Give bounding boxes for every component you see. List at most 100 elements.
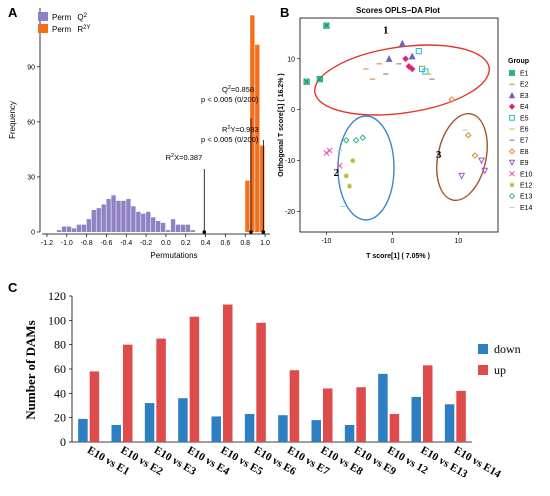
x-tick-label: 0.8 bbox=[240, 240, 250, 247]
score-point-e1 bbox=[316, 76, 323, 83]
histogram-bar bbox=[111, 195, 116, 232]
y-tick-label: 10 bbox=[287, 56, 295, 63]
q2-pvalue: p < 0.005 (0/200) bbox=[201, 95, 259, 104]
x-tick-label: 10 bbox=[455, 238, 463, 245]
y-tick-label: -10 bbox=[285, 158, 295, 165]
score-point-e8 bbox=[448, 96, 456, 103]
legend-label-e12: E12 bbox=[520, 183, 533, 190]
dams-bars bbox=[78, 304, 466, 442]
dams-bar-down bbox=[244, 414, 255, 442]
dams-bar-down bbox=[111, 424, 121, 442]
legend-marker-e9 bbox=[508, 159, 516, 167]
histogram-legend: Perm Q2 Perm R2Y bbox=[38, 12, 90, 34]
legend-marker-e3 bbox=[508, 91, 516, 99]
dams-bar-down bbox=[311, 420, 321, 442]
y-tick-label: 30 bbox=[27, 174, 35, 181]
dams-bar-up bbox=[356, 387, 366, 442]
legend-label-e4: E4 bbox=[520, 104, 529, 111]
legend-label-up: up bbox=[494, 363, 506, 377]
x-tick-label: 0.2 bbox=[181, 240, 191, 247]
histogram-bars bbox=[56, 15, 265, 232]
legend-swatch-up bbox=[478, 365, 488, 375]
dams-bar-down bbox=[178, 398, 188, 442]
y-tick-label: 0 bbox=[31, 230, 35, 237]
x-tick-label: 0.6 bbox=[221, 240, 231, 247]
x-tick-label: -0.2 bbox=[140, 240, 152, 247]
x-tick-label: -1.2 bbox=[41, 240, 53, 247]
y-tick-label: 80 bbox=[54, 338, 66, 352]
legend-marker-e1 bbox=[509, 70, 515, 76]
score-point-e3 bbox=[408, 52, 416, 60]
score-point-e1 bbox=[323, 22, 330, 29]
r2y-annotation: R2Y=0.983 bbox=[222, 125, 259, 134]
histogram-bar bbox=[61, 226, 67, 232]
legend-label-e13: E13 bbox=[520, 194, 533, 201]
histogram-bar bbox=[96, 208, 101, 232]
legend-label-e2: E2 bbox=[520, 82, 529, 89]
legend-label-e8: E8 bbox=[520, 149, 529, 156]
histogram-bar bbox=[76, 224, 82, 232]
score-plot-xlabel: T score[1] ( 7.05% ) bbox=[366, 253, 430, 260]
histogram-bar bbox=[245, 180, 250, 232]
score-point-e8 bbox=[464, 131, 472, 139]
histogram-bar bbox=[86, 219, 91, 232]
legend-label-perm-r2y: Perm R2Y bbox=[52, 25, 90, 34]
histogram-bar bbox=[160, 222, 166, 232]
histogram-bar bbox=[190, 230, 196, 232]
histogram-xlabel: Permutations bbox=[150, 251, 197, 260]
r2y-pvalue: p < 0.005 (0/200) bbox=[201, 135, 259, 144]
dams-bar-down bbox=[78, 418, 88, 442]
panel-label-b: B bbox=[280, 5, 289, 20]
score-point-e13 bbox=[359, 134, 367, 142]
dams-bar-down bbox=[144, 403, 155, 442]
score-points bbox=[303, 22, 489, 208]
score-point-e9 bbox=[481, 167, 489, 175]
score-plot-title: Scores OPLS−DA Plot bbox=[356, 6, 440, 15]
cluster-label: 3 bbox=[436, 149, 442, 161]
score-point-e4 bbox=[402, 55, 409, 63]
score-point-e12 bbox=[343, 173, 349, 179]
x-tick-label: 0.0 bbox=[161, 240, 171, 247]
cluster-label: 1 bbox=[383, 24, 389, 36]
cluster-ellipse-1 bbox=[314, 44, 490, 116]
score-point-e12 bbox=[350, 158, 356, 164]
score-point-e10 bbox=[323, 150, 330, 156]
cluster-ellipse-3 bbox=[436, 112, 488, 202]
score-point-e9 bbox=[458, 172, 466, 180]
score-plot-ylabel: Orthogonal T score[1] ( 16.2% ) bbox=[278, 73, 285, 176]
legend-marker-e13 bbox=[508, 193, 516, 200]
legend-label-e7: E7 bbox=[520, 138, 529, 145]
dams-bar-up bbox=[189, 316, 200, 442]
y-tick-label: -20 bbox=[285, 209, 295, 216]
group-legend: Group E1 E2 E3 E4 E5 E6 E7 E8 E9 E10 E12 E13 E14 bbox=[508, 58, 533, 212]
histogram-bar bbox=[56, 230, 62, 232]
permutation-histogram: -1.2 -1.0 -0.8 -0.6 -0.4 -0.2 0.0 0.2 0.4 0.6 0.8 1… bbox=[8, 8, 270, 260]
legend-marker-e12 bbox=[509, 182, 515, 188]
dams-bar-up bbox=[289, 370, 300, 442]
dams-bar-down bbox=[411, 396, 421, 442]
histogram-bar bbox=[131, 206, 136, 232]
histogram-bar bbox=[141, 213, 146, 232]
dams-bar-up bbox=[223, 304, 233, 442]
panel-label-a: A bbox=[8, 5, 18, 20]
r2x-annotation: R2X=0.387 bbox=[166, 153, 203, 162]
histogram-bar bbox=[101, 204, 106, 232]
q2-marker-dot bbox=[249, 230, 253, 234]
cluster-labels: 1 2 3 bbox=[334, 24, 442, 179]
histogram-bar bbox=[175, 224, 181, 232]
score-point-e9 bbox=[478, 157, 485, 165]
legend-marker-e4 bbox=[508, 103, 516, 110]
legend-label-perm-q2: Perm Q2 bbox=[52, 13, 88, 22]
x-tick-label: -10 bbox=[321, 238, 331, 245]
histogram-bar bbox=[116, 200, 121, 232]
y-tick-label: 0 bbox=[291, 107, 295, 114]
y-tick-label: 100 bbox=[48, 313, 66, 327]
histogram-ticks: -1.2 -1.0 -0.8 -0.6 -0.4 -0.2 0.0 0.2 0.4 0.6 0.8 1… bbox=[27, 64, 270, 247]
histogram-bar bbox=[121, 200, 126, 232]
score-point-e10 bbox=[326, 147, 333, 154]
legend-label-e5: E5 bbox=[520, 115, 529, 122]
histogram-ylabel: Frequency bbox=[8, 101, 17, 139]
